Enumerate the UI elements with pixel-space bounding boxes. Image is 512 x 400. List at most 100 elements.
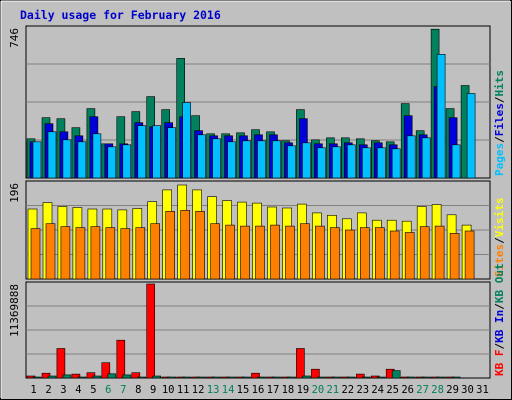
bar-sites-day-20 [315, 225, 325, 280]
bar-pages-day-10 [167, 127, 176, 179]
legend-top: Pages/Files/Hits [493, 70, 506, 176]
x-label-day-29: 29 [446, 384, 459, 396]
bar-kb-out-day-14 [227, 376, 236, 379]
bar-pages-day-15 [242, 140, 251, 179]
bar-sites-day-16 [255, 225, 265, 280]
bar-kb-out-day-2 [47, 375, 57, 379]
bar-pages-day-3 [62, 139, 72, 179]
bar-sites-day-29 [449, 233, 460, 280]
bar-kb-out-day-29 [451, 376, 461, 379]
bar-kb-out-day-13 [212, 376, 221, 379]
bar-kb-f-day-2 [41, 372, 51, 379]
bar-sites-day-17 [270, 224, 280, 280]
x-label-day-6: 6 [105, 384, 111, 396]
bar-pages-day-24 [376, 147, 386, 179]
x-label-day-22: 22 [341, 384, 354, 396]
legend-separator: / [493, 237, 506, 244]
bar-pages-day-9 [152, 125, 161, 179]
bar-kb-out-day-5 [92, 375, 102, 379]
y-max-label-top: 746 [8, 28, 21, 48]
x-label-day-8: 8 [135, 384, 141, 396]
bar-pages-day-20 [317, 147, 326, 179]
bar-sites-day-23 [359, 227, 370, 280]
chart-title: Daily usage for February 2016 [20, 8, 221, 22]
bar-pages-day-22 [346, 144, 356, 179]
x-label-day-4: 4 [75, 384, 81, 396]
bar-sites-day-5 [90, 226, 101, 280]
legend-item-files: Files [493, 103, 506, 136]
bar-kb-f-day-4 [71, 373, 81, 379]
legend-separator: / [493, 96, 506, 103]
bar-sites-day-27 [419, 226, 430, 280]
x-label-day-14: 14 [222, 384, 235, 396]
legend-bottom: KB F/KB In/KB Out [493, 263, 506, 376]
bar-pages-day-18 [287, 145, 296, 179]
bar-pages-day-5 [92, 133, 102, 179]
bar-kb-out-day-19 [302, 375, 311, 379]
bar-pages-day-26 [406, 135, 416, 179]
bar-kb-out-day-17 [272, 376, 281, 379]
bar-pages-day-7 [122, 144, 132, 179]
bar-pages-day-21 [332, 146, 341, 179]
bar-sites-day-1 [30, 228, 41, 280]
bar-pages-day-8 [137, 125, 147, 179]
bar-pages-day-13 [212, 138, 221, 179]
bar-kb-out-day-15 [242, 376, 251, 379]
x-label-day-15: 15 [237, 384, 250, 396]
bar-sites-day-14 [225, 224, 235, 280]
chart-panels: 746Pages/Files/Hits196Sites/Visits113698… [8, 25, 506, 379]
x-label-day-2: 2 [45, 384, 51, 396]
legend-item-sites: Sites [493, 244, 506, 277]
bar-sites-day-24 [374, 227, 385, 280]
bar-sites-day-15 [240, 225, 250, 280]
bar-sites-day-3 [60, 226, 71, 280]
bar-sites-day-19 [300, 223, 310, 280]
legend-separator: / [493, 343, 506, 350]
bar-sites-day-26 [404, 232, 415, 280]
bar-pages-day-27 [421, 137, 431, 179]
legend-item-kb-out: KB Out [493, 263, 506, 303]
legend-item-pages: Pages [493, 143, 506, 176]
bar-pages-day-17 [272, 140, 281, 179]
x-label-day-30: 30 [461, 384, 474, 396]
bar-kb-f-day-20 [311, 368, 320, 379]
bar-kb-out-day-6 [107, 373, 117, 379]
y-max-label-middle: 196 [8, 183, 21, 203]
bar-sites-day-2 [45, 223, 56, 280]
bar-kb-out-day-16 [257, 376, 266, 379]
x-label-day-12: 12 [192, 384, 205, 396]
bar-kb-out-day-11 [182, 376, 191, 379]
bar-pages-day-25 [391, 148, 401, 179]
bar-kb-f-day-5 [86, 372, 96, 379]
bar-sites-day-11 [180, 210, 190, 280]
x-label-day-16: 16 [252, 384, 265, 396]
x-label-day-24: 24 [371, 384, 384, 396]
bar-sites-day-6 [105, 227, 116, 280]
x-label-day-1: 1 [30, 384, 36, 396]
bar-kb-out-day-26 [406, 376, 416, 379]
bar-sites-day-30 [464, 230, 475, 280]
bar-sites-day-4 [75, 227, 86, 280]
x-label-day-21: 21 [326, 384, 339, 396]
bar-kb-f-day-16 [251, 372, 260, 379]
x-label-day-13: 13 [207, 384, 220, 396]
bar-kb-f-day-7 [116, 339, 126, 379]
bar-sites-day-8 [135, 227, 146, 280]
bar-kb-out-day-12 [197, 376, 206, 379]
legend-item-hits: Hits [493, 70, 506, 97]
bar-kb-out-day-4 [77, 376, 87, 379]
bar-pages-day-23 [361, 147, 371, 179]
x-label-day-23: 23 [356, 384, 369, 396]
bar-kb-out-day-1 [32, 376, 42, 379]
bar-kb-out-day-20 [317, 376, 326, 379]
bar-pages-day-11 [182, 102, 191, 179]
bar-kb-out-day-8 [137, 376, 147, 379]
bar-sites-day-21 [330, 227, 340, 280]
bar-sites-day-7 [120, 228, 131, 280]
bar-sites-day-10 [165, 211, 175, 280]
bar-sites-day-22 [344, 229, 355, 280]
bar-kb-out-day-9 [152, 375, 161, 379]
bar-pages-day-12 [197, 134, 206, 179]
legend-item-visits: Visits [493, 198, 506, 238]
